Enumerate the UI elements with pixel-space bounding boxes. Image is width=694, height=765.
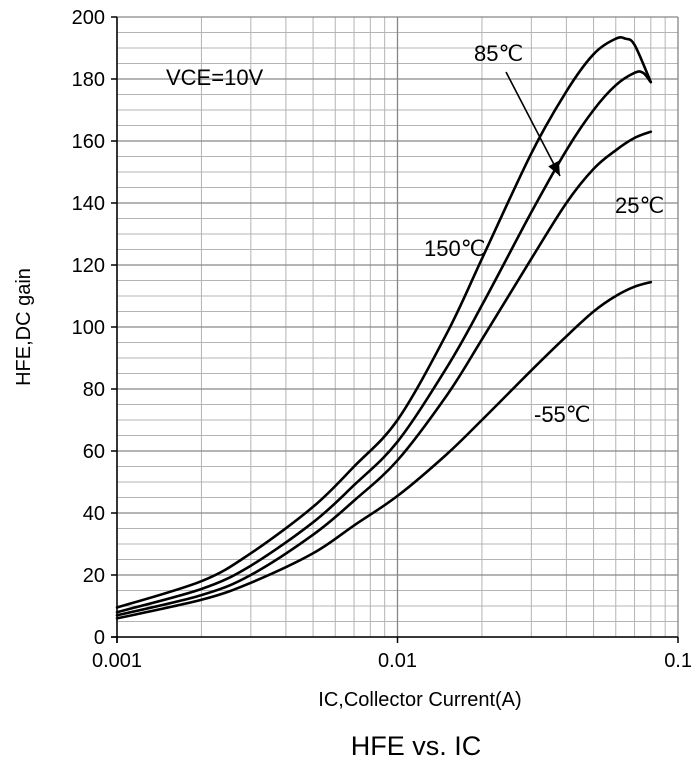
- series-line-150c: [115, 35, 653, 609]
- x-tick-label: 0.001: [92, 650, 142, 672]
- annotation-label-150c: 150℃: [424, 236, 485, 261]
- y-tick-label: 80: [83, 379, 105, 401]
- y-tick-label: 140: [72, 193, 105, 215]
- annotation-arrow-head: [548, 160, 560, 176]
- annotation-label--55c: -55℃: [534, 402, 591, 427]
- series-line--55c: [115, 280, 653, 620]
- annotation-label-25c: 25℃: [615, 193, 664, 218]
- y-tick-label: 120: [72, 255, 105, 277]
- condition-label: VCE=10V: [166, 65, 264, 90]
- y-tick-label: 200: [72, 7, 105, 29]
- series-line-25c: [115, 130, 653, 617]
- tick-labels: 0 20 40 60 80 100 120 140 160 180 200 0.001 0.01 0.1: [72, 7, 692, 672]
- x-tick-label: 0.01: [378, 650, 417, 672]
- y-tick-label: 160: [72, 131, 105, 153]
- y-tick-label: 40: [83, 503, 105, 525]
- y-tick-label: 180: [72, 69, 105, 91]
- y-axis-label: HFE,DC gain: [13, 268, 35, 386]
- chart-title: HFE vs. IC: [351, 731, 482, 761]
- x-tick-label: 0.1: [664, 650, 692, 672]
- series-line-85c: [115, 70, 653, 614]
- annotation-arrow-line: [505, 71, 561, 177]
- annotations: 85℃ 150℃ 25℃ -55℃: [424, 41, 664, 427]
- y-tick-label: 100: [72, 317, 105, 339]
- x-axis-label: IC,Collector Current(A): [318, 689, 521, 711]
- axes: [111, 16, 679, 643]
- y-tick-label: 60: [83, 441, 105, 463]
- annotation-label-85c: 85℃: [474, 41, 523, 66]
- y-tick-label: 20: [83, 565, 105, 587]
- curves: [115, 35, 653, 620]
- y-tick-label: 0: [94, 627, 105, 649]
